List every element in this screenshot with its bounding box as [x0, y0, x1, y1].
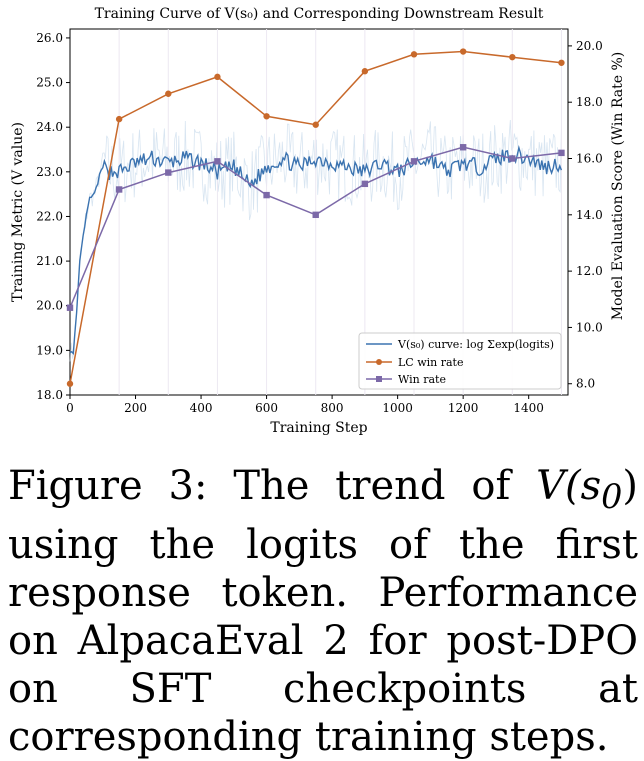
legend-win-rate-marker: [376, 376, 382, 382]
win-rate-point: [361, 180, 369, 188]
y-left-tick-label: 25.0: [36, 76, 63, 90]
legend-lc-win-rate-label: LC win rate: [398, 356, 463, 369]
win-rate-point: [115, 186, 123, 193]
y-right-axis-label: Model Evaluation Score (Win Rate %): [610, 52, 626, 320]
x-tick-label: 1400: [513, 401, 544, 415]
legend: V(s₀) curve: log Σexp(logits) LC win rat…: [358, 332, 562, 390]
x-axis-label: Training Step: [270, 420, 367, 436]
y-left-tick-label: 23.0: [36, 165, 63, 179]
caption-prefix: Figure 3: The trend of: [8, 463, 537, 509]
x-tick-label: 200: [124, 401, 147, 415]
dual-axis-line-chart: Training Curve of V(s₀) and Correspondin…: [10, 6, 626, 436]
y-right-tick-label: 12.0: [576, 264, 603, 278]
legend-win-rate-label: Win rate: [398, 373, 446, 386]
lc-win-rate-point: [558, 59, 565, 66]
lc-win-rate-point: [66, 380, 74, 387]
y-right-tick-label: 18.0: [576, 95, 603, 109]
lc-win-rate-point: [459, 48, 467, 55]
x-tick-label: 1200: [448, 401, 479, 415]
plot-frame: [69, 28, 569, 396]
x-tick-label: 1000: [382, 401, 413, 415]
caption-math-subscript: 0: [601, 477, 623, 516]
y-left-axis-ticks: 18.0 19.0 20.0 21.0 22.0 23.0 24.0 25.0 26.0: [36, 31, 70, 402]
x-axis-ticks: 0 200 400 600 800 1000 1200 1400: [66, 395, 544, 415]
win-rate-point: [558, 149, 565, 157]
x-tick-label: 600: [255, 401, 278, 415]
figure-caption: Figure 3: The trend of V(s0) using the l…: [8, 462, 638, 761]
y-left-axis-label: Training Metric (V value): [10, 122, 26, 302]
y-right-tick-label: 8.0: [576, 377, 595, 391]
chart-title: Training Curve of V(s₀) and Correspondin…: [95, 6, 544, 22]
y-left-tick-label: 18.0: [36, 388, 63, 402]
y-left-tick-label: 20.0: [36, 299, 63, 313]
caption-suffix: using the logits of the first response t…: [8, 522, 638, 760]
legend-lc-win-rate-marker: [376, 359, 382, 365]
series-lines: [66, 48, 565, 387]
win-rate-point: [410, 158, 418, 165]
legend-v-curve-label: V(s₀) curve: log Σexp(logits): [397, 338, 554, 351]
win-rate-point: [509, 155, 516, 162]
win-rate-point: [263, 191, 270, 199]
y-left-tick-label: 19.0: [36, 343, 63, 357]
y-right-axis-ticks: 8.0 10.0 12.0 14.0 16.0 18.0 20.0: [568, 39, 603, 391]
lc-win-rate-point: [361, 68, 369, 75]
y-left-tick-label: 26.0: [36, 31, 63, 45]
lc-win-rate-point: [312, 121, 319, 128]
y-right-tick-label: 16.0: [576, 152, 603, 166]
x-tick-label: 800: [321, 401, 344, 415]
win-rate-point: [312, 211, 319, 219]
lc-win-rate-point: [165, 90, 172, 97]
y-left-tick-label: 21.0: [36, 254, 63, 268]
y-left-tick-label: 22.0: [36, 209, 63, 223]
v-curve-line: [69, 145, 563, 355]
win-rate-point: [214, 158, 221, 165]
win-rate-point: [459, 144, 467, 151]
lc-win-rate-point: [214, 73, 221, 81]
x-tick-label: 400: [190, 401, 213, 415]
legend-box: [358, 332, 562, 390]
y-right-tick-label: 14.0: [576, 208, 603, 222]
lc-win-rate-point: [115, 115, 123, 123]
win-rate-point: [66, 304, 74, 311]
y-right-tick-label: 10.0: [576, 320, 603, 334]
win-rate-point: [165, 169, 172, 176]
x-tick-label: 0: [66, 401, 74, 415]
lc-win-rate-point: [263, 113, 270, 120]
y-right-tick-label: 20.0: [576, 39, 603, 53]
y-left-tick-label: 24.0: [36, 120, 63, 134]
lc-win-rate-point: [509, 53, 516, 61]
caption-math: V(s: [536, 463, 602, 509]
caption-math-close: ): [622, 463, 638, 509]
lc-win-rate-point: [410, 51, 418, 58]
